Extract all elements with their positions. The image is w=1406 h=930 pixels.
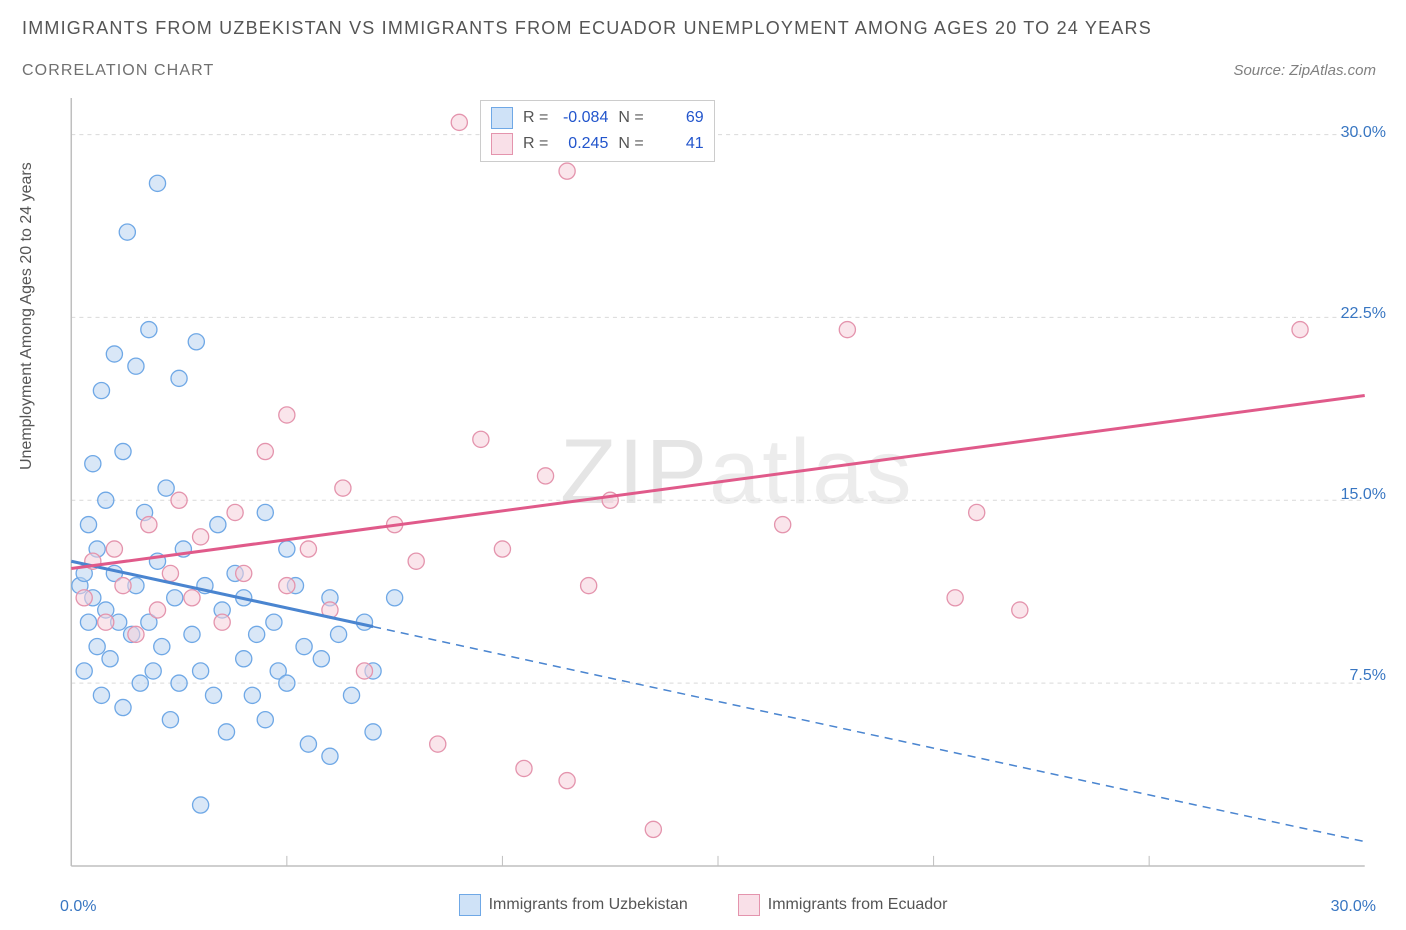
y-axis-label: Unemployment Among Ages 20 to 24 years (18, 162, 36, 470)
stats-n-value-ecuador: 41 (654, 135, 704, 153)
y-tick-label: 30.0% (1341, 124, 1386, 142)
legend-swatch-uzbekistan (459, 894, 481, 916)
stats-row-uzbekistan: R = -0.084 N = 69 (491, 105, 704, 131)
legend-label-ecuador: Immigrants from Ecuador (768, 896, 948, 914)
stats-r-value-uzbekistan: -0.084 (558, 109, 608, 127)
stats-row-ecuador: R = 0.245 N = 41 (491, 131, 704, 157)
legend-item-ecuador: Immigrants from Ecuador (738, 894, 948, 916)
chart-title: IMMIGRANTS FROM UZBEKISTAN VS IMMIGRANTS… (22, 18, 1152, 39)
y-tick-label: 22.5% (1341, 305, 1386, 323)
bottom-legend: Immigrants from Uzbekistan Immigrants fr… (0, 894, 1406, 916)
stats-n-value-uzbekistan: 69 (654, 109, 704, 127)
stats-n-label: N = (618, 109, 643, 127)
legend-label-uzbekistan: Immigrants from Uzbekistan (489, 896, 688, 914)
correlation-stats-box: R = -0.084 N = 69 R = 0.245 N = 41 (480, 100, 715, 162)
legend-swatch-ecuador (738, 894, 760, 916)
stats-r-label: R = (523, 109, 548, 127)
stats-r-label: R = (523, 135, 548, 153)
stats-swatch-ecuador (491, 133, 513, 155)
stats-swatch-uzbekistan (491, 107, 513, 129)
legend-item-uzbekistan: Immigrants from Uzbekistan (459, 894, 688, 916)
chart-subtitle: CORRELATION CHART (22, 62, 214, 80)
stats-r-value-ecuador: 0.245 (558, 135, 608, 153)
y-tick-label: 15.0% (1341, 486, 1386, 504)
stats-n-label: N = (618, 135, 643, 153)
y-tick-label: 7.5% (1350, 667, 1386, 685)
source-credit: Source: ZipAtlas.com (1233, 62, 1376, 79)
chart-plot-area (56, 98, 1380, 866)
chart-svg (56, 98, 1380, 866)
